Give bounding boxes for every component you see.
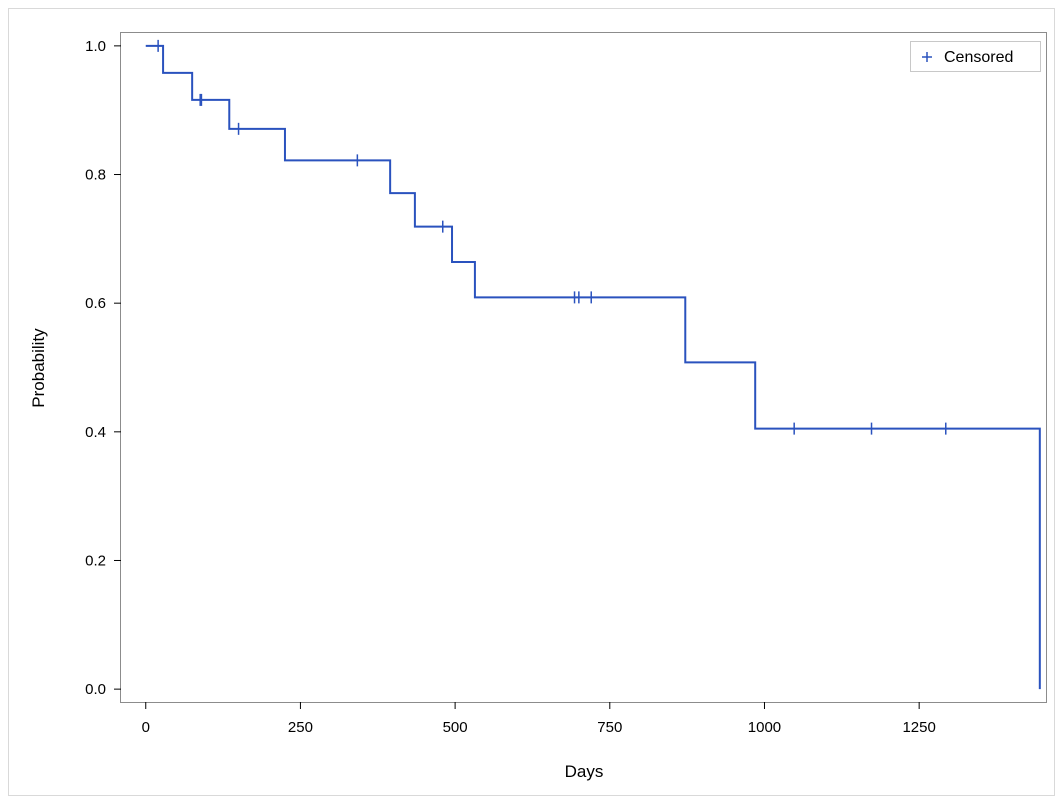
x-tick-label: 750 [597, 719, 622, 736]
x-axis-title: Days [565, 762, 604, 781]
plot-area-frame [120, 32, 1047, 703]
y-axis-title: Probability [29, 328, 48, 408]
legend-plus-marker [922, 52, 932, 62]
y-tick-label: 0.8 [85, 167, 106, 184]
x-tick-label: 0 [142, 719, 150, 736]
y-tick-label: 0.6 [85, 295, 106, 312]
x-tick-label: 250 [288, 719, 313, 736]
y-tick-label: 0.4 [85, 424, 106, 441]
legend-label: Censored [944, 49, 1013, 66]
outer-frame [8, 8, 1055, 796]
legend: Censored [910, 41, 1041, 72]
survival-step-line [145, 44, 1041, 690]
censored-markers [157, 39, 947, 435]
x-tick-label: 1000 [748, 719, 781, 736]
x-tick-label: 500 [443, 719, 468, 736]
axis-ticks: 0 250 500 750 1000 1250 0.0 0.2 0.4 0.6 0.8 1.0 [85, 38, 936, 736]
x-tick-label: 1250 [902, 719, 935, 736]
y-tick-label: 0.0 [85, 681, 106, 698]
y-tick-label: 1.0 [85, 38, 106, 55]
y-tick-label: 0.2 [85, 552, 106, 569]
legend-box [910, 41, 1041, 72]
